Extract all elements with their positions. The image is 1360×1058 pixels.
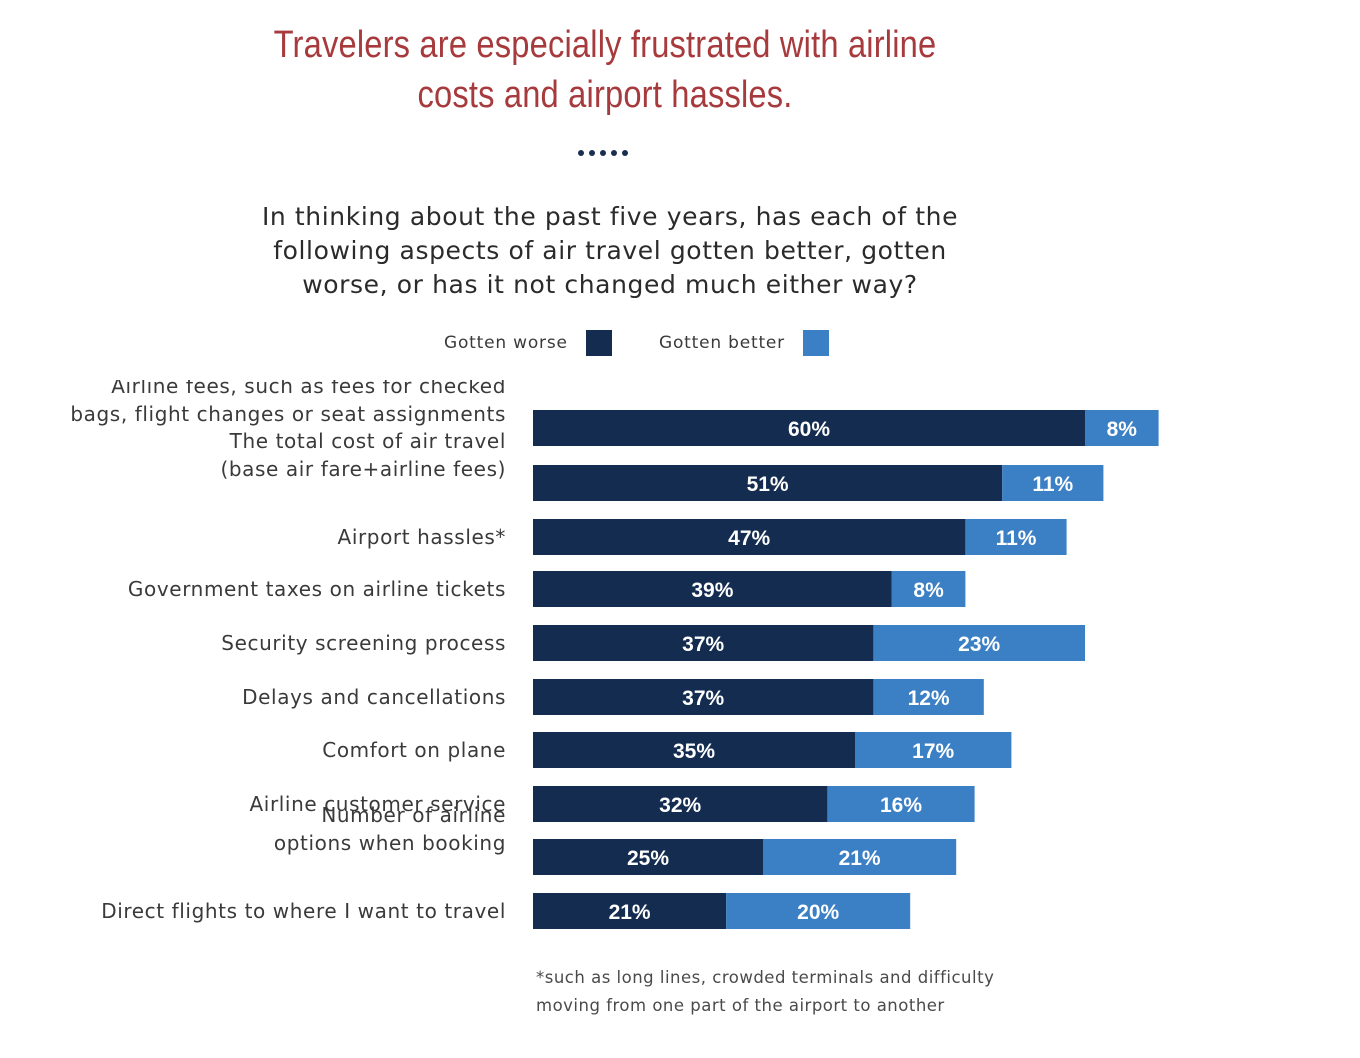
value-label-worse: 35% [673, 740, 715, 763]
legend-label-better: Gotten better [659, 333, 785, 353]
bar-segment-better [891, 571, 966, 607]
bar-segment-better [827, 786, 975, 822]
legend-item-worse: Gotten worse [444, 328, 612, 358]
divider-dot [578, 150, 584, 156]
bar-segment-worse [533, 625, 874, 661]
category-label: Direct flights to where I want to travel [101, 899, 506, 923]
question-line-3: worse, or has it not changed much either… [302, 270, 918, 299]
category-label-line: Number of airline [321, 803, 506, 827]
bar-segment-better [873, 625, 1085, 661]
bar-segment-worse [533, 732, 855, 768]
value-label-worse: 37% [682, 687, 724, 710]
category-label-line: Comfort on plane [322, 738, 506, 762]
category-label-line: Government taxes on airline tickets [128, 577, 506, 601]
value-label-worse: 32% [659, 794, 701, 817]
bar-segment-worse [533, 519, 966, 555]
question-line-2: following aspects of air travel gotten b… [273, 236, 947, 265]
divider-dot [600, 150, 606, 156]
bar-segment-worse [533, 839, 763, 875]
bar-segment-better [726, 893, 911, 929]
headline-line-2: costs and airport hassles. [417, 74, 793, 116]
category-label: Security screening process [221, 631, 506, 655]
category-label-line: Airline fees, such as fees for checked [111, 380, 506, 398]
category-label: Number of airline options when booking [274, 803, 506, 855]
value-label-worse: 37% [682, 633, 724, 656]
legend-swatch-better [802, 330, 829, 356]
divider-dot [622, 150, 628, 156]
category-label: Comfort on plane [322, 738, 506, 762]
category-label: Government taxes on airline tickets [128, 577, 506, 601]
category-label-line: Airline customer service [250, 792, 507, 816]
legend-item-better: Gotten better [659, 328, 829, 358]
bar-segment-worse [533, 893, 727, 929]
bar-segment-better [1085, 410, 1159, 446]
legend-swatch-worse [585, 330, 612, 356]
category-label: Airline customer service [250, 792, 507, 816]
bar-segment-better [965, 519, 1067, 555]
category-label-line: options when booking [274, 831, 506, 855]
category-label-line: bags, flight changes or seat assignments [70, 402, 506, 426]
value-label-worse: 51% [747, 473, 789, 496]
category-label: Airport hassles* [338, 525, 506, 549]
divider-dot [611, 150, 617, 156]
bar-segment-worse [533, 571, 892, 607]
bar-segment-worse [533, 786, 828, 822]
value-label-worse: 25% [627, 847, 669, 870]
chart-headline: Travelers are especially frustrated with… [257, 20, 954, 120]
value-label-better: 16% [880, 794, 922, 817]
bar-segment-better [855, 732, 1012, 768]
bar-segment-worse [533, 465, 1003, 501]
value-label-worse: 60% [788, 418, 830, 441]
category-label: The total cost of air travel (base air fa… [220, 429, 506, 481]
value-label-worse: 47% [728, 527, 770, 550]
value-label-better: 11% [996, 527, 1037, 550]
category-label-line: Delays and cancellations [242, 685, 506, 709]
value-label-better: 8% [1107, 418, 1138, 441]
category-label: Airline fees, such as fees for checked ba… [70, 380, 506, 426]
value-label-better: 20% [797, 901, 839, 924]
stacked-bar-chart: Airline fees, such as fees for checked ba… [70, 380, 1159, 929]
value-label-better: 11% [1032, 473, 1073, 496]
bar-segment-better [873, 679, 984, 715]
category-label: Delays and cancellations [242, 685, 506, 709]
category-label-line: Airport hassles* [338, 525, 506, 549]
legend-label-worse: Gotten worse [444, 333, 568, 353]
survey-question: In thinking about the past five years, h… [180, 200, 1040, 302]
headline-line-1: Travelers are especially frustrated with… [273, 24, 937, 66]
category-label-line: Direct flights to where I want to travel [101, 899, 506, 923]
chart-legend: Gotten worse Gotten better [0, 328, 1360, 358]
footnote: *such as long lines, crowded terminals a… [536, 964, 1096, 1020]
divider-dot [589, 150, 595, 156]
footnote-line-2: moving from one part of the airport to a… [536, 996, 945, 1015]
value-label-better: 23% [958, 633, 1000, 656]
footnote-line-1: *such as long lines, crowded terminals a… [536, 968, 995, 987]
value-label-worse: 39% [691, 579, 733, 602]
bar-segment-worse [533, 679, 874, 715]
value-label-better: 12% [908, 687, 950, 710]
value-label-better: 17% [912, 740, 954, 763]
value-label-better: 21% [839, 847, 881, 870]
bar-segment-better [1002, 465, 1104, 501]
divider-dots [578, 150, 638, 160]
question-line-1: In thinking about the past five years, h… [261, 202, 959, 231]
value-label-worse: 21% [609, 901, 651, 924]
category-label-line: Security screening process [221, 631, 506, 655]
category-label-line: The total cost of air travel [229, 429, 506, 453]
bar-segment-better [763, 839, 957, 875]
category-label-line: (base air fare+airline fees) [220, 457, 506, 481]
bar-segment-worse [533, 410, 1085, 446]
value-label-better: 8% [913, 579, 944, 602]
